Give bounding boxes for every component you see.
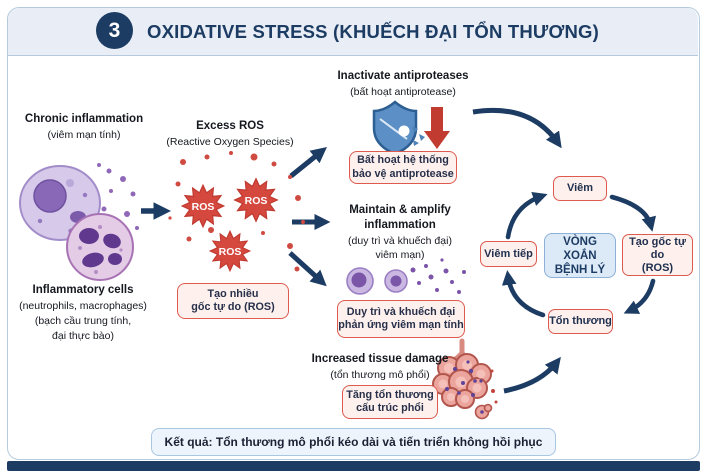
- ros-effect-box-line2: gốc tự do (ROS): [191, 301, 275, 313]
- inflammatory-cells-caption-2: (neutrophils, macrophages): [19, 300, 147, 312]
- result-bar: Kết quả: Tổn thương mô phổi kéo dài và t…: [151, 428, 556, 456]
- ros-burst-label: ROS: [219, 246, 242, 258]
- tissue-damage-subtitle: (tổn thương mô phổi): [330, 369, 430, 381]
- antiprotease-subtitle: (bất hoạt antiprotease): [350, 86, 456, 98]
- navy-flow-arrow-icon: [141, 107, 562, 394]
- inflammation-box-line2: phản ứng viêm mạn tính: [338, 319, 464, 331]
- inflammatory-cells-caption-4: đại thực bào): [52, 330, 114, 342]
- ros-effect-box-line1: Tạo nhiều: [207, 287, 259, 300]
- neutrophil-cell-icon: [66, 213, 134, 281]
- cycle-node-ton-thuong-label: Tổn thương: [549, 315, 612, 327]
- ros-burst-icon: ROS ROS ROS: [181, 178, 278, 272]
- inflammation-box-line1: Duy trì và khuếch đại: [346, 305, 456, 318]
- ros-burst-label: ROS: [192, 201, 215, 213]
- tissue-damage-box: Tăng tổn thương cấu trúc phổi: [342, 385, 438, 419]
- tissue-damage-box-line2: cấu trúc phổi: [356, 402, 424, 414]
- step-number-badge: 3: [96, 12, 133, 49]
- ros-effect-box: Tạo nhiều gốc tự do (ROS): [177, 283, 289, 319]
- chronic-inflammation-title: Chronic inflammation: [24, 113, 144, 125]
- inflammatory-cells-caption-3: (bạch cầu trung tính,: [34, 315, 132, 327]
- cycle-center-line2: BỆNH LÝ: [554, 263, 606, 276]
- damaged-alveoli-icon: [432, 338, 498, 420]
- cycle-arrow-ros-to-tonthuong-icon: [623, 278, 656, 314]
- inflammation-subtitle-2: viêm mạn): [375, 249, 425, 261]
- broken-shield-icon: [372, 100, 425, 156]
- tissue-damage-box-line1: Tăng tổn thương: [346, 388, 434, 401]
- ros-dots-icon: [168, 151, 305, 290]
- cycle-center-box: VÒNG XOẮN BỆNH LÝ: [544, 233, 616, 278]
- result-text: Kết quả: Tổn thương mô phổi kéo dài và t…: [164, 435, 543, 449]
- red-down-arrow-icon: [424, 107, 450, 149]
- cycle-node-viem: Viêm: [553, 176, 607, 201]
- purple-particle-dots-icon: [97, 163, 139, 230]
- cycle-node-viem-tiep-label: Viêm tiếp: [484, 247, 533, 260]
- chronic-inflammation-subtitle: (viêm mạn tính): [47, 129, 121, 141]
- antiprotease-box-line1: Bất hoạt hệ thống: [357, 154, 449, 166]
- inflammation-title-2: inflammation: [364, 219, 436, 231]
- arrow-antiprotease-to-cycle-icon: [472, 107, 562, 149]
- tissue-damage-title: Increased tissue damage: [311, 353, 449, 365]
- cycle-node-ros-line1: Tạo gốc tự do: [629, 235, 686, 261]
- inflammatory-cells-caption-1: Inflammatory cells: [32, 284, 134, 296]
- arrow-ros-to-tissue-icon: [288, 251, 327, 287]
- cycle-node-viem-tiep: Viêm tiếp: [480, 241, 537, 267]
- ros-burst-label: ROS: [245, 195, 268, 207]
- inflammation-title-1: Maintain & amplify: [349, 204, 451, 216]
- cycle-arrow-viemtiep-to-viem-icon: [505, 191, 548, 240]
- arrow-ros-to-antiprotease-icon: [289, 146, 327, 178]
- cycle-node-viem-label: Viêm: [566, 182, 594, 194]
- excess-ros-title: Excess ROS: [196, 120, 264, 132]
- cycle-arrow-tonthuong-to-viemtiep-icon: [501, 270, 546, 318]
- antiprotease-title: Inactivate antiproteases: [337, 70, 469, 82]
- cycle-arrow-viem-to-ros-icon: [609, 194, 656, 232]
- cycle-arrows: [501, 191, 656, 318]
- arrow-tissue-to-cycle-icon: [503, 356, 561, 394]
- footer-bar: [7, 461, 700, 471]
- cycle-center-line1: VÒNG XOẮN: [563, 235, 597, 262]
- cycle-node-ros-line2: (ROS): [641, 261, 674, 274]
- small-inflammatory-cells-icon: [346, 258, 466, 295]
- inflammation-box: Duy trì và khuếch đại phản ứng viêm mạn …: [337, 300, 465, 338]
- cycle-node-tao-goc-tu-do: Tạo gốc tự do (ROS): [622, 234, 693, 276]
- cycle-node-ton-thuong: Tổn thương: [548, 309, 613, 334]
- antiprotease-box-line2: bảo vệ antiprotease: [352, 167, 454, 180]
- excess-ros-subtitle: (Reactive Oxygen Species): [166, 136, 294, 148]
- page-title: OXIDATIVE STRESS (KHUẾCH ĐẠI TỔN THƯƠNG): [147, 21, 599, 42]
- inflammation-subtitle-1: (duy trì và khuếch đại): [348, 235, 452, 247]
- antiprotease-box: Bất hoạt hệ thống bảo vệ antiprotease: [349, 151, 457, 184]
